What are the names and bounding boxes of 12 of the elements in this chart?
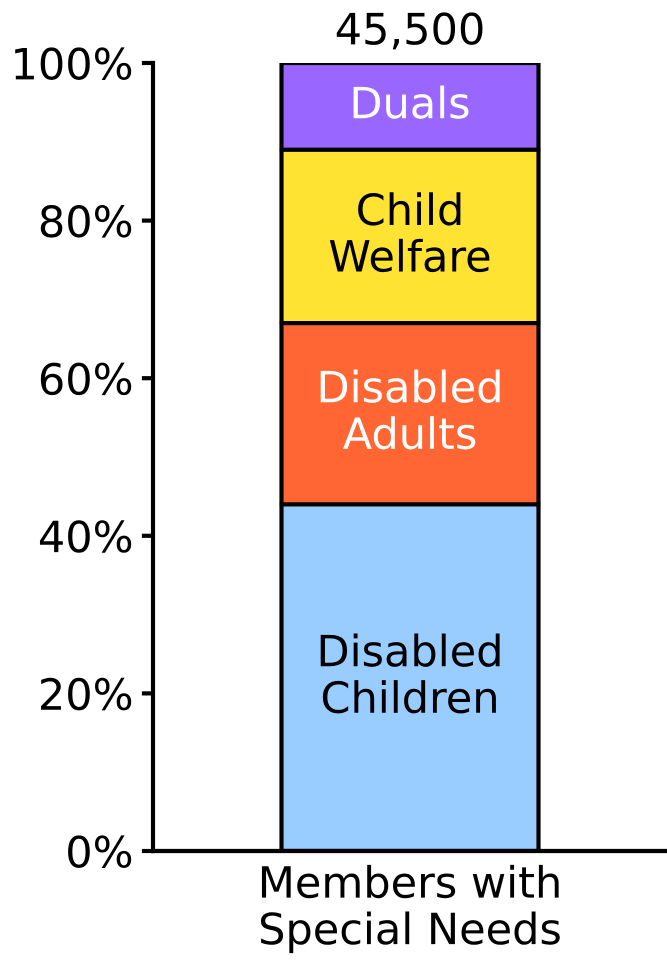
series-label: Duals	[354, 86, 469, 119]
series-label: Disabled Adults	[320, 370, 500, 450]
y-tick-label: 100%	[15, 47, 132, 80]
y-tick-label: 40%	[40, 520, 132, 553]
series-label: Disabled Children	[320, 634, 500, 714]
annotation: 45,500	[336, 12, 482, 50]
y-tick-label: 20%	[41, 678, 132, 710]
series-label: Child Welfare	[330, 192, 490, 272]
y-tick-label: 60%	[40, 362, 132, 396]
x-tick-label: Members with Special Needs	[260, 864, 560, 954]
y-tick-label: 80%	[40, 205, 132, 238]
y-tick-label: 0%	[68, 835, 132, 868]
